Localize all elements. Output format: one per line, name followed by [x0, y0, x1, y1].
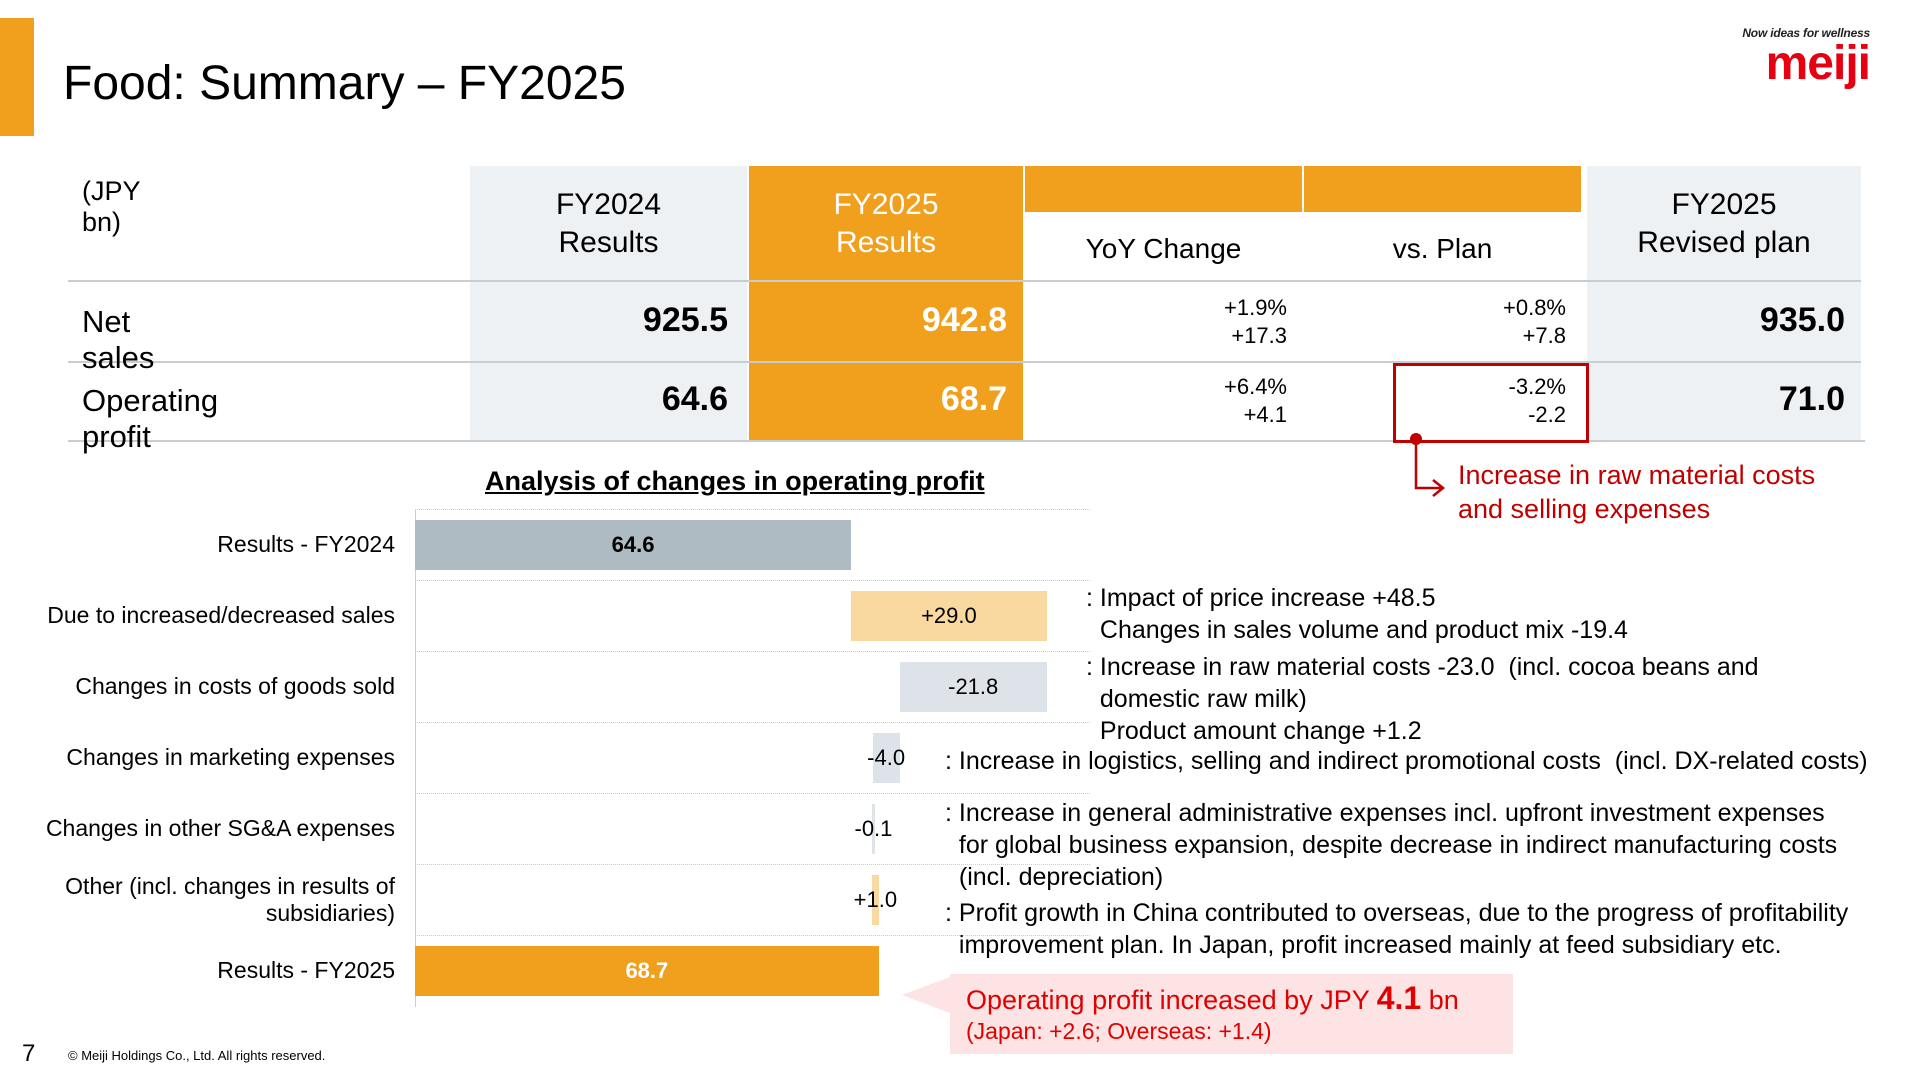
- vsplan-callout-line2: and selling expenses: [1458, 494, 1711, 524]
- net-sales-yoy-abs: +17.3: [1231, 323, 1287, 348]
- vsplan-header-strip: [1304, 166, 1581, 212]
- note-other-2: improvement plan. In Japan, profit incre…: [945, 931, 1782, 959]
- bar-marketing-value: -4.0: [867, 744, 906, 770]
- note-cogs-3: Product amount change +1.2: [1086, 717, 1422, 745]
- note-sales-1: : Impact of price increase +48.5: [1086, 584, 1436, 612]
- net-sales-yoy-pct: +1.9%: [1224, 295, 1287, 320]
- bar-other-value: +1.0: [853, 886, 898, 912]
- logo-tagline: Now ideas for wellness: [1742, 26, 1870, 40]
- op-profit-vsplan-abs: -2.2: [1528, 402, 1566, 427]
- bar-fy2025: [415, 945, 879, 996]
- bar-fy2024: [415, 519, 852, 570]
- net-sales-vsplan-pct: +0.8%: [1503, 295, 1566, 320]
- op-profit-fy2025: 68.7: [940, 380, 1007, 418]
- op-profit-yoy-pct: +6.4%: [1224, 374, 1287, 399]
- note-sga-1: : Increase in general administrative exp…: [945, 799, 1825, 827]
- summary-amount: 4.1: [1376, 980, 1422, 1016]
- page-title: Food: Summary – FY2025: [63, 57, 626, 110]
- bar-cogs: [899, 661, 1047, 712]
- net-sales-plan: 935.0: [1759, 301, 1845, 339]
- col-header-vsplan: vs. Plan: [1392, 233, 1493, 264]
- summary-callout-detail: (Japan: +2.6; Overseas: +1.4): [966, 1018, 1272, 1044]
- row-label-operating-profit: Operating profit: [82, 383, 219, 454]
- col-header-fy2025-line2: Results: [835, 226, 937, 259]
- bar-other: [871, 874, 879, 925]
- table-divider: [68, 440, 1865, 442]
- net-sales-fy2024: 925.5: [642, 301, 728, 339]
- waterfall-label-marketing: Changes in marketing expenses: [66, 744, 395, 770]
- table-divider: [68, 361, 1861, 363]
- summary-callout-pointer: [902, 977, 950, 1013]
- bar-fy2025-value: 68.7: [625, 957, 669, 983]
- callout-arrow: [1410, 433, 1446, 497]
- note-marketing: : Increase in logistics, selling and ind…: [945, 747, 1868, 775]
- fy2024-column-bg: [470, 166, 747, 441]
- col-header-fy2024-line2: Results: [558, 226, 659, 259]
- bar-cogs-value: -21.8: [948, 673, 999, 699]
- page-number: 7: [22, 1040, 36, 1067]
- summary-callout-main: Operating profit increased by JPY 4.1 bn: [966, 980, 1459, 1018]
- summary-callout-box: [950, 974, 1513, 1054]
- waterfall-label-sga: Changes in other SG&A expenses: [45, 815, 395, 841]
- accent-bar: [0, 18, 34, 136]
- op-profit-vsplan-pct: -3.2%: [1508, 374, 1566, 399]
- op-profit-fy2024: 64.6: [661, 380, 728, 418]
- col-header-fy2024-line1: FY2024: [555, 188, 662, 221]
- summary-prefix: Operating profit increased by JPY: [966, 985, 1377, 1015]
- copyright: © Meiji Holdings Co., Ltd. All rights re…: [68, 1048, 326, 1063]
- row-label-net-sales: Net sales: [82, 304, 155, 375]
- plan-column-bg: [1587, 166, 1861, 441]
- waterfall-label-fy2024: Results - FY2024: [217, 531, 395, 557]
- col-header-plan-line1: FY2025: [1671, 188, 1777, 221]
- company-logo: Now ideas for wellness meiji: [1700, 26, 1871, 90]
- col-header-plan: FY2025 Revised plan: [1587, 186, 1861, 262]
- table-divider: [68, 280, 1861, 282]
- col-header-fy2024: FY2024 Results: [470, 186, 747, 262]
- col-header-yoy: YoY Change: [1085, 233, 1242, 264]
- gridline: [415, 793, 1090, 794]
- note-sga-3: (incl. depreciation): [945, 863, 1164, 891]
- waterfall-axis: [415, 509, 416, 1007]
- yoy-header-strip: [1025, 166, 1302, 212]
- bar-sga-value: -0.1: [854, 815, 893, 841]
- net-sales-fy2025: 942.8: [921, 301, 1007, 339]
- note-cogs-2: domestic raw milk): [1086, 685, 1307, 713]
- summary-suffix: bn: [1421, 985, 1459, 1015]
- note-sga-2: for global business expansion, despite d…: [945, 831, 1838, 859]
- note-sales-2: Changes in sales volume and product mix …: [1086, 616, 1628, 644]
- gridline: [415, 651, 1090, 652]
- note-cogs-1: : Increase in raw material costs -23.0 (…: [1086, 653, 1759, 681]
- vsplan-callout: Increase in raw material costs and selli…: [1458, 458, 1815, 526]
- bar-marketing: [872, 732, 900, 783]
- gridline: [415, 580, 1090, 581]
- fy2025-column-bg: [749, 166, 1023, 441]
- vsplan-callout-line1: Increase in raw material costs: [1458, 460, 1816, 490]
- logo-wordmark: meiji: [1765, 37, 1871, 90]
- col-header-fy2025-line1: FY2025: [833, 188, 939, 221]
- unit-label: (JPY bn): [82, 176, 141, 237]
- op-profit-plan: 71.0: [1778, 380, 1845, 418]
- vsplan-highlight-box: [1393, 363, 1589, 443]
- op-profit-yoy-abs: +4.1: [1243, 402, 1287, 427]
- waterfall-title: Analysis of changes in operating profit: [485, 466, 985, 496]
- gridline: [415, 864, 1090, 865]
- gridline: [415, 722, 1090, 723]
- bar-sales-value: +29.0: [921, 602, 977, 628]
- bar-sga: [871, 803, 875, 854]
- waterfall-label-fy2025: Results - FY2025: [217, 957, 395, 983]
- col-header-plan-line2: Revised plan: [1637, 226, 1811, 259]
- waterfall-label-other: Other (incl. changes in results of subsi…: [0, 873, 395, 927]
- bar-sales: [851, 590, 1047, 641]
- waterfall-label-other-line1: Other (incl. changes in results of: [65, 873, 395, 899]
- gridline: [415, 509, 1090, 510]
- col-header-fy2025: FY2025 Results: [749, 186, 1023, 262]
- waterfall-label-cogs: Changes in costs of goods sold: [75, 673, 395, 699]
- waterfall-label-other-line2: subsidiaries): [265, 900, 395, 926]
- waterfall-label-sales: Due to increased/decreased sales: [47, 602, 395, 628]
- net-sales-vsplan-abs: +7.8: [1522, 323, 1566, 348]
- note-other-1: : Profit growth in China contributed to …: [945, 899, 1849, 927]
- gridline: [415, 935, 1090, 936]
- bar-fy2024-value: 64.6: [611, 531, 655, 557]
